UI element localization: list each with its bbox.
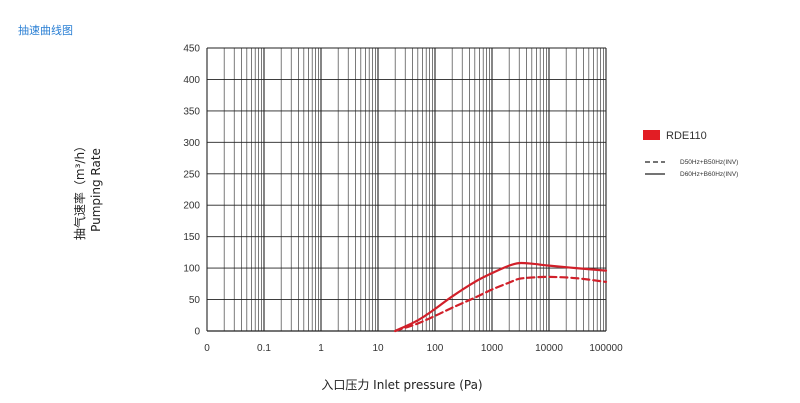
y-tick-label: 350 — [183, 106, 200, 117]
x-tick-label: 1000 — [481, 343, 504, 354]
y-tick-label: 200 — [183, 201, 200, 212]
x-tick-label: 0 — [204, 343, 210, 354]
y-tick-label: 400 — [183, 75, 200, 86]
chart-tick-labels: 0 50 100 150 200 250 300 350 400 450 0 0.1 1 10 100 100… — [183, 44, 623, 355]
x-tick-label: 100000 — [589, 343, 623, 354]
y-tick-label: 0 — [194, 327, 200, 338]
legend-swatch-rde110 — [643, 130, 660, 140]
y-tick-label: 150 — [183, 232, 200, 243]
x-tick-label: 10000 — [535, 343, 563, 354]
series-line-dashed — [394, 275, 608, 333]
y-tick-label: 300 — [183, 138, 200, 149]
chart-grid — [206, 47, 607, 332]
page-title: 抽速曲线图 — [18, 24, 73, 37]
chart-legend: RDE110 D50Hz+B50Hz(INV) D60Hz+B60Hz(INV) — [643, 130, 738, 178]
x-tick-label: 10 — [372, 343, 384, 354]
legend-label-rde110: RDE110 — [666, 130, 707, 142]
legend-label-dashed: D50Hz+B50Hz(INV) — [680, 159, 738, 166]
x-tick-label: 100 — [427, 343, 444, 354]
y-axis-title-cn: 抽气速率（m³/h） — [72, 140, 87, 240]
y-tick-label: 50 — [189, 295, 201, 306]
y-tick-label: 250 — [183, 169, 200, 180]
x-tick-label: 1 — [318, 343, 324, 354]
chart-axis-titles: 入口压力 Inlet pressure (Pa) 抽气速率（m³/h） Pump… — [72, 140, 483, 392]
x-tick-label: 0.1 — [257, 343, 271, 354]
legend-label-solid: D60Hz+B60Hz(INV) — [680, 171, 738, 178]
y-tick-label: 450 — [183, 44, 200, 55]
chart-series — [394, 261, 608, 333]
x-axis-title: 入口压力 Inlet pressure (Pa) — [321, 378, 482, 392]
y-axis-title-en: Pumping Rate — [89, 148, 103, 232]
series-line-solid — [394, 261, 608, 333]
y-tick-label: 100 — [183, 264, 200, 275]
